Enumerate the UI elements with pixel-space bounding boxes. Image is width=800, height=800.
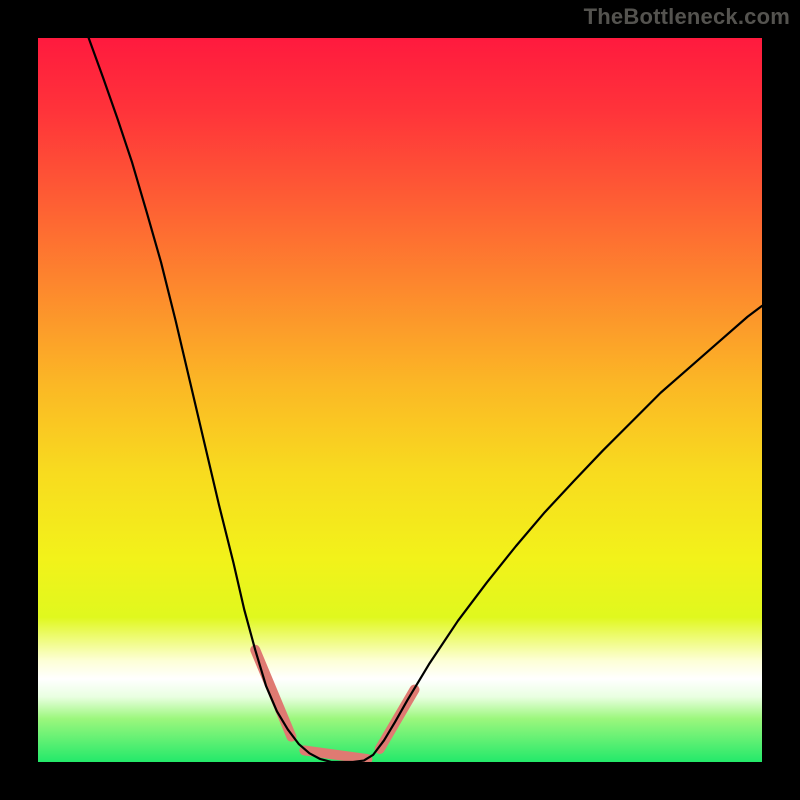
highlight-segments [255,650,414,759]
plot-area [38,38,762,762]
watermark-text: TheBottleneck.com [584,4,790,30]
highlight-segment [255,650,291,737]
curve-layer [38,38,762,762]
chart-frame: TheBottleneck.com [0,0,800,800]
v-curve [89,38,762,762]
